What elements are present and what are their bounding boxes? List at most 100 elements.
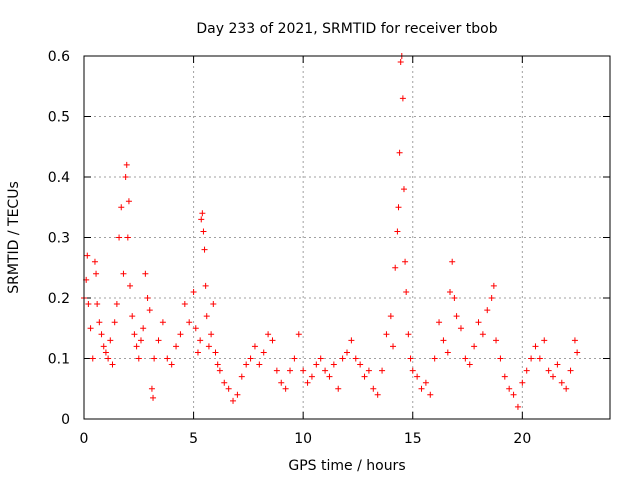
data-point xyxy=(414,373,421,380)
data-point xyxy=(471,343,478,350)
data-point xyxy=(451,295,458,301)
data-point xyxy=(109,361,116,368)
data-point xyxy=(105,355,112,362)
data-point xyxy=(135,355,142,362)
data-point xyxy=(453,313,460,320)
data-point xyxy=(116,234,123,241)
data-point xyxy=(140,325,147,332)
data-point xyxy=(497,355,504,362)
data-point xyxy=(96,319,103,326)
data-point xyxy=(344,349,350,356)
data-point xyxy=(198,216,205,223)
data-point xyxy=(190,288,197,295)
data-point xyxy=(457,325,464,332)
data-point xyxy=(532,343,539,350)
data-point xyxy=(120,270,127,277)
data-point xyxy=(317,355,324,362)
data-point xyxy=(447,288,454,295)
data-point xyxy=(102,349,109,356)
data-point xyxy=(558,379,565,386)
data-point xyxy=(273,367,280,374)
data-point xyxy=(93,270,100,277)
data-point xyxy=(89,355,96,362)
data-point xyxy=(550,373,557,380)
x-tick-label: 20 xyxy=(513,431,531,447)
x-tick-label: 5 xyxy=(189,431,198,447)
data-point xyxy=(370,385,377,392)
data-point xyxy=(100,343,107,350)
data-point xyxy=(111,319,118,326)
data-point xyxy=(418,385,425,392)
data-point xyxy=(168,361,175,368)
data-point xyxy=(339,355,346,362)
data-point xyxy=(574,349,581,356)
data-point xyxy=(210,301,217,308)
data-point xyxy=(118,204,125,211)
data-point xyxy=(251,343,258,350)
data-point xyxy=(199,210,206,217)
data-point xyxy=(265,331,272,338)
data-point xyxy=(379,367,386,374)
data-point xyxy=(479,331,486,338)
plot-frame xyxy=(83,55,611,420)
data-point xyxy=(214,361,221,368)
data-point xyxy=(462,355,469,362)
data-point xyxy=(192,325,199,332)
data-point xyxy=(422,379,429,386)
data-point xyxy=(394,228,401,235)
data-point xyxy=(173,343,180,350)
data-point xyxy=(352,355,359,362)
data-point xyxy=(278,379,285,386)
data-point xyxy=(405,331,412,338)
data-point xyxy=(291,355,298,362)
data-point xyxy=(146,307,153,314)
data-point xyxy=(137,337,144,344)
data-point xyxy=(313,361,320,368)
data-point xyxy=(124,234,131,241)
data-point xyxy=(567,367,574,374)
data-point xyxy=(545,367,552,374)
x-tick-label: 0 xyxy=(80,431,89,447)
data-point xyxy=(282,385,289,392)
data-point xyxy=(208,331,215,338)
data-point xyxy=(225,385,232,392)
data-point xyxy=(177,331,184,338)
y-tick-label: 0.2 xyxy=(48,291,70,307)
data-point xyxy=(536,355,543,362)
data-point xyxy=(571,337,578,344)
data-point xyxy=(230,397,237,404)
data-point xyxy=(94,301,101,308)
data-point xyxy=(122,174,129,180)
data-point xyxy=(197,337,204,344)
data-point xyxy=(133,343,140,350)
data-point xyxy=(238,373,245,380)
data-point xyxy=(400,186,407,193)
y-tick-label: 0 xyxy=(61,412,70,428)
data-point xyxy=(541,337,548,344)
data-point xyxy=(216,367,223,374)
data-point xyxy=(475,319,482,326)
data-point xyxy=(402,258,409,265)
y-tick-label: 0.3 xyxy=(48,231,70,247)
data-point xyxy=(348,337,355,344)
data-point xyxy=(427,391,434,398)
data-point xyxy=(91,258,98,265)
grid xyxy=(84,56,610,419)
data-point xyxy=(431,355,438,362)
data-point xyxy=(194,349,201,356)
data-point xyxy=(523,367,530,374)
data-point xyxy=(407,355,414,362)
data-point xyxy=(113,301,120,308)
x-axis-label: GPS time / hours xyxy=(288,458,405,474)
data-point xyxy=(125,198,132,205)
data-point xyxy=(87,325,94,332)
data-point xyxy=(144,295,151,301)
y-tick-label: 0.1 xyxy=(48,352,70,368)
data-point xyxy=(409,367,416,374)
data-point xyxy=(205,343,212,350)
data-point xyxy=(201,246,208,253)
data-point xyxy=(387,313,394,320)
data-point xyxy=(563,385,570,392)
data-point xyxy=(85,301,92,308)
